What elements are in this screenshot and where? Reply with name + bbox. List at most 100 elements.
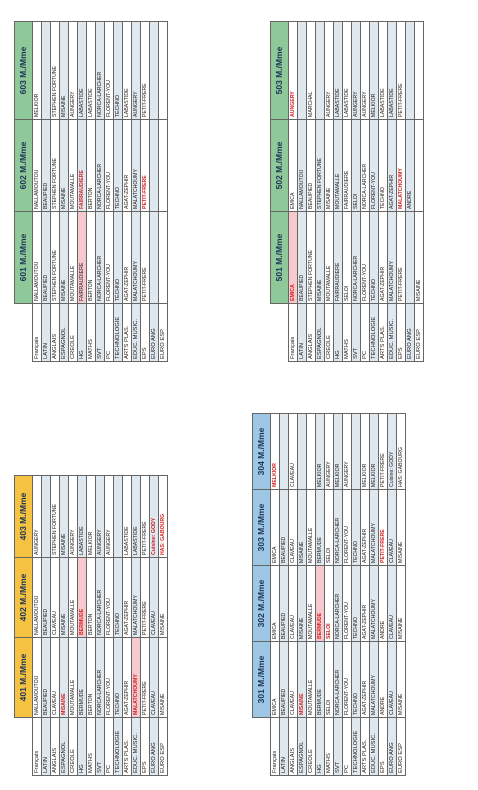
teacher-cell: NORCA-LARCHER [95,557,105,638]
table-row: MATHS SELOI FAIRRAUDIERE LABASTIDE [342,21,352,362]
table-row: EDUC. MUSIC. MALATCHOUMY MALATCHOUMY LABAST… [131,475,141,776]
teacher-cell: SELOI [324,489,334,566]
table-row: Français EMICA EMICA AUNGERY [288,21,298,362]
teacher-cell [315,21,325,120]
class-header: 303 M./Mme [252,489,271,566]
teacher-cell: NORCA-LARCHER [95,21,105,120]
teacher-cell: TECHNO [351,565,361,642]
table-row: ARTS PLAS. AGAT-ZEPHIR AGAT-ZEPHIR LABASTID… [122,21,132,362]
teacher-cell: LABASTIDE [77,21,87,120]
subject-cell: Français [32,303,42,362]
teacher-cell: SELOI [342,211,352,304]
teacher-cell: FAIRRAUDIERE [333,211,343,304]
table-row: LATIN BEAUPIED BEAUPIED BEAUPIED [279,413,289,776]
teacher-cell: MISAINE [324,119,334,212]
teacher-cell: MISAINE [297,565,307,642]
class-header: 401 M./Mme [14,637,33,718]
teacher-cell: MOUTAMALLE [324,211,334,304]
class-table-500: 501 M./Mme 502 M./Mme 503 M./Mme Français EM… [270,21,424,362]
teacher-cell: PETIT-FRERE [396,21,406,120]
table-row: ESPAGNOL MISAINE MISAINE MISAINE [59,475,69,776]
subject-cell: EURO ESP [414,303,424,362]
class-table-600: 601 M./Mme 602 M./Mme 603 M./Mme Français NA… [14,21,168,362]
teacher-cell: CLAVEAU [288,489,298,566]
teacher-cell: EMICA [288,211,298,304]
teacher-cell: CLAVEAU [50,637,60,718]
teacher-cell: AUNGERY [95,475,105,558]
subject-cell: PC [104,717,114,776]
subject-cell: Français [270,717,280,776]
teacher-cell: FLORENT-YOU [342,489,352,566]
teacher-cell: BEAUPIED [41,211,51,304]
table-row: EURO ESP MISAINE MISAINE MISAINE HAS: GABOUR… [396,413,406,776]
teacher-cell: BERTON [86,119,96,212]
table-row: Français NALLAMOUTOU NALLAMOUTOU MELKIOR [32,21,42,362]
teacher-cell: Cuisine: GODY [387,413,397,490]
table-row: MATHS SELOI SELOI SELOI AUNGERY [324,413,334,776]
subject-cell: SVT [95,717,105,776]
subject-cell: EURO ANG [149,303,159,362]
teacher-cell: AUNGERY [32,475,42,558]
teacher-cell: NALLAMOUTOU [32,557,42,638]
teacher-cell: FAIRRAUDIERE [342,119,352,212]
teacher-cell: MISAINE [396,489,406,566]
teacher-cell: AUNGERY [351,21,361,120]
teacher-cell [41,21,51,120]
teacher-cell [41,475,51,558]
teacher-cell: MISAINE [158,637,168,718]
subject-cell: EDUC. MUSIC. [369,717,379,776]
teacher-cell: NORCA-LARCHER [333,565,343,642]
class-header: 501 M./Mme [270,211,289,304]
teacher-cell [297,413,307,490]
subject-cell: ESPAGNOL [59,303,69,362]
subject-cell: TECHNOLOGIE [113,717,123,776]
teacher-cell: TECHNO [113,637,123,718]
subject-cell: LATIN [297,303,307,362]
subject-cell: SVT [95,303,105,362]
table-row: HG BERMUDE BERMUDE BERMUDE MELKIOR [315,413,325,776]
teacher-cell: STEPHEN FORTUNE [306,211,316,304]
table-row: EPS PETIT-FRERE PETIT-FRERE PETIT-FRERE [140,475,150,776]
teacher-cell: AUNGERY [324,413,334,490]
subject-cell: EPS [140,303,150,362]
teacher-cell: MALATCHOUMY [396,119,406,212]
subject-cell: CREOLE [68,303,78,362]
subject-cell: HG [315,717,325,776]
class-header: 402 M./Mme [14,557,33,638]
teacher-cell: MALATCHOUMY [369,565,379,642]
teacher-cell: CLAVEAU [50,557,60,638]
teacher-cell: FLORENT-YOU [104,119,114,212]
table-row: LATIN BEAUPIED NALLAMOUTOU [297,21,307,362]
table-row: SVT NORCA-LARCHER NORCA-LARCHER AUNGERY [95,475,105,776]
teacher-cell: MISAINE [59,211,69,304]
table-row: ANGLAIS STEPHEN FORTUNE STEPHEN FORTUNE STE… [50,21,60,362]
table-row: EPS ANDRE ANDRE PETIT-FRERE PETIT-FRERE [378,413,388,776]
teacher-cell: PETIT-FRERE [378,413,388,490]
teacher-cell: MELKIOR [333,413,343,490]
header-row: 601 M./Mme 602 M./Mme 603 M./Mme [14,21,33,362]
teacher-cell: PETIT-FRERE [378,489,388,566]
teacher-cell: AGAT-ZEPHIR [122,211,132,304]
teacher-cell: PETIT-FRERE [140,211,150,304]
teacher-cell: MALATCHOUMY [131,557,141,638]
teacher-cell: AUNGERY [288,21,298,120]
subject-cell: ESPAGNOL [315,303,325,362]
subject-cell: CREOLE [68,717,78,776]
teacher-cell: MISAINE [59,475,69,558]
teacher-cell: BEAUPIED [297,211,307,304]
teacher-cell: LABASTIDE [77,475,87,558]
subject-cell: SVT [351,303,361,362]
teacher-cell: MISAINE [158,557,168,638]
subject-cell: ANGLAIS [50,303,60,362]
table-row: SVT NORCA-LARCHER NORCA-LARCHER NORCA-LARCH… [95,21,105,362]
teacher-cell: SELOI [351,119,361,212]
table-row: CREOLE MOUTAMALLE MISAINE AUNGERY [324,21,334,362]
teacher-cell: STEPHEN FORTUNE [315,119,325,212]
teacher-cell: HAS: GABOURG [158,475,168,558]
teacher-cell: LABASTIDE [86,21,96,120]
subject-cell: EDUC. MUSIC. [131,717,141,776]
table-row: EURO ANG CLAVEAU CLAVEAU CLAVEAU Cuisine: GO… [387,413,397,776]
class-header: 403 M./Mme [14,475,33,558]
teacher-cell: LABASTIDE [342,21,352,120]
subject-cell: MATHS [86,717,96,776]
